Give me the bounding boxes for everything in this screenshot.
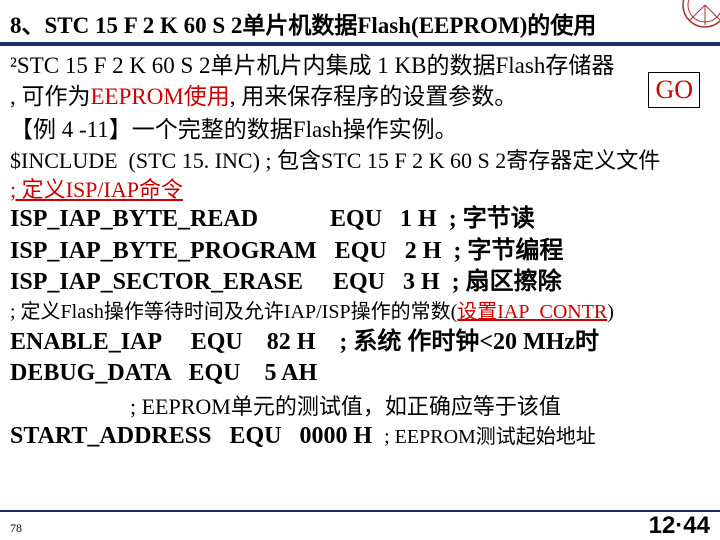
isp-comment: ; 定义ISP/IAP命令 — [10, 176, 710, 205]
intro-line2a: , 可作为 — [10, 84, 91, 109]
page-number: 78 — [10, 521, 22, 536]
corner-logo — [670, 0, 720, 30]
isp-comment-text: ; 定义ISP/IAP命令 — [10, 177, 183, 202]
intro-line2b: , 用来保存程序的设置参数。 — [230, 84, 518, 109]
start-addr-comment: ; EEPROM测试起始地址 — [384, 426, 596, 448]
eeprom-comment: ; EEPROM单元的测试值，如正确应等于该值 — [10, 389, 710, 421]
byte-read-line: ISP_IAP_BYTE_READ EQU 1 H ; 字节读 — [10, 204, 710, 235]
enable-iap-line: ENABLE_IAP EQU 82 H ; 系统 作时钟<20 MHz时 — [10, 327, 710, 358]
footer-divider — [0, 510, 720, 512]
intro-eeprom-red: EEPROM使用 — [91, 84, 230, 109]
flash-comment-p2: ) — [607, 301, 614, 323]
byte-program-line: ISP_IAP_BYTE_PROGRAM EQU 2 H ; 字节编程 — [10, 236, 710, 267]
code-block-1: $INCLUDE (STC 15. INC) ; 包含STC 15 F 2 K … — [0, 145, 720, 298]
intro-section: ² STC 15 F 2 K 60 S 2单片机片内集成 1 KB的数据Flas… — [0, 46, 720, 145]
title-text: 8、STC 15 F 2 K 60 S 2单片机数据Flash(EEPROM)的… — [10, 13, 596, 38]
code-block-2: ENABLE_IAP EQU 82 H ; 系统 作时钟<20 MHz时 DEB… — [0, 325, 720, 453]
go-button[interactable]: GO — [648, 72, 700, 108]
flash-comment-red: 设置IAP_CONTR — [457, 301, 607, 323]
example-label: 【例 4 -11】一个完整的数据Flash操作实例。 — [10, 114, 710, 145]
sector-erase-line: ISP_IAP_SECTOR_ERASE EQU 3 H ; 扇区擦除 — [10, 267, 710, 298]
bullet-diamond: ² — [10, 50, 17, 81]
slide-title: 8、STC 15 F 2 K 60 S 2单片机数据Flash(EEPROM)的… — [0, 0, 720, 46]
flash-comment-line: ; 定义Flash操作等待时间及允许IAP/ISP操作的常数(设置IAP_CON… — [0, 298, 720, 325]
clock-display: 12·44 — [649, 512, 710, 540]
start-addr-line: START_ADDRESS EQU 0000 H ; EEPROM测试起始地址 — [10, 421, 710, 452]
flash-comment-p1: ; 定义Flash操作等待时间及允许IAP/ISP操作的常数( — [10, 301, 457, 323]
debug-data-line: DEBUG_DATA EQU 5 AH — [10, 358, 710, 389]
intro-line1: STC 15 F 2 K 60 S 2单片机片内集成 1 KB的数据Flash存… — [17, 53, 614, 78]
intro-paragraph: ² STC 15 F 2 K 60 S 2单片机片内集成 1 KB的数据Flas… — [10, 50, 710, 145]
include-line: $INCLUDE (STC 15. INC) ; 包含STC 15 F 2 K … — [10, 147, 710, 176]
